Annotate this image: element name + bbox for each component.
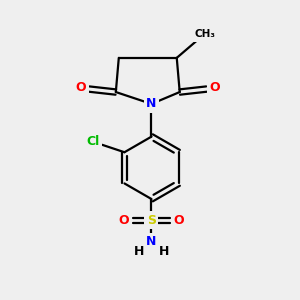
Text: S: S	[147, 214, 156, 227]
Text: O: O	[173, 214, 184, 227]
Text: O: O	[119, 214, 130, 227]
Text: H: H	[134, 245, 144, 258]
Text: O: O	[75, 81, 86, 94]
Text: O: O	[209, 81, 220, 94]
Text: Cl: Cl	[86, 135, 99, 148]
Text: N: N	[146, 235, 157, 248]
Text: CH₃: CH₃	[194, 29, 215, 39]
Text: H: H	[159, 245, 169, 258]
Text: N: N	[146, 98, 157, 110]
